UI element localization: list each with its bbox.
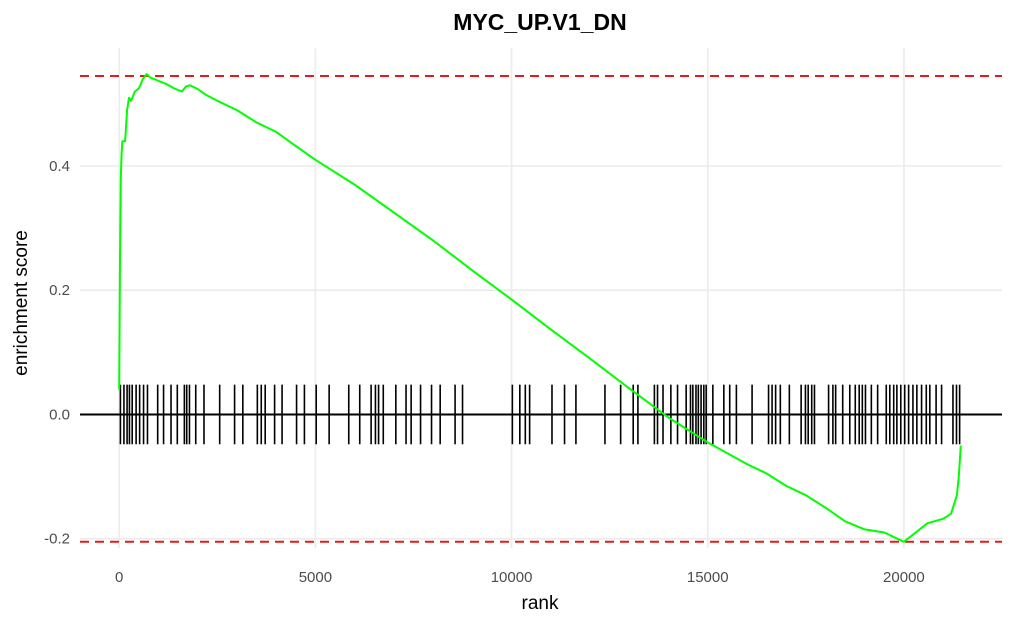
hit-ticks: [119, 384, 961, 445]
x-axis-title: rank: [522, 593, 559, 614]
y-tick-label: 0.4: [49, 158, 70, 175]
y-tick-label: 0.2: [49, 282, 70, 299]
x-axis-ticks: 0 5000 10000 15000 20000: [115, 569, 925, 586]
y-tick-label: 0.0: [49, 406, 70, 423]
x-tick-label: 10000: [491, 569, 533, 586]
enrichment-score-line: [118, 73, 962, 543]
enrichment-curve-layer: [118, 73, 962, 543]
x-tick-label: 15000: [687, 569, 729, 586]
x-tick-label: 5000: [299, 569, 332, 586]
x-tick-label: 20000: [883, 569, 925, 586]
y-tick-label: -0.2: [44, 531, 70, 548]
reference-lines: [80, 74, 1002, 543]
chart-title: MYC_UP.V1_DN: [453, 9, 626, 35]
grid-lines: [80, 48, 1002, 548]
y-axis-title: enrichment score: [11, 230, 32, 376]
y-axis-ticks: -0.2 0.0 0.2 0.4: [44, 158, 70, 548]
x-tick-label: 0: [115, 569, 123, 586]
